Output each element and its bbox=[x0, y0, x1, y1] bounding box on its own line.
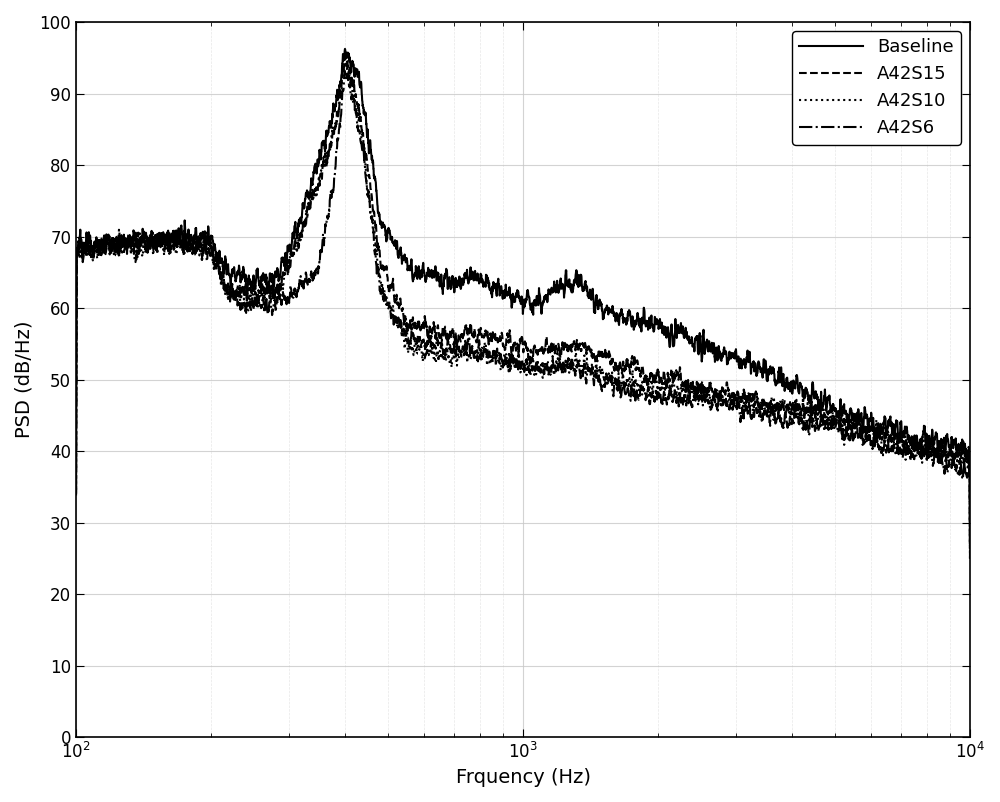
A42S6 bbox=[964, 554, 976, 564]
Line: Baseline: Baseline bbox=[76, 49, 970, 548]
A42S15 bbox=[70, 489, 82, 499]
Baseline bbox=[720, 346, 732, 356]
Line: A42S6: A42S6 bbox=[76, 71, 970, 559]
A42S15 bbox=[446, 326, 458, 336]
Baseline bbox=[495, 282, 507, 291]
A42S10 bbox=[495, 363, 507, 373]
A42S10 bbox=[937, 450, 949, 460]
A42S15 bbox=[453, 331, 465, 341]
A42S15 bbox=[892, 446, 904, 456]
A42S15 bbox=[339, 51, 351, 61]
A42S15 bbox=[720, 386, 732, 395]
A42S10 bbox=[964, 554, 976, 564]
A42S6 bbox=[937, 462, 949, 472]
A42S10 bbox=[892, 432, 904, 442]
A42S15 bbox=[964, 547, 976, 557]
A42S10 bbox=[340, 49, 352, 59]
A42S15 bbox=[495, 334, 507, 344]
Baseline bbox=[892, 434, 904, 444]
A42S6 bbox=[495, 352, 507, 362]
Line: A42S10: A42S10 bbox=[76, 54, 970, 559]
Baseline bbox=[453, 274, 465, 284]
Line: A42S15: A42S15 bbox=[76, 56, 970, 552]
Baseline bbox=[339, 44, 351, 54]
A42S10 bbox=[453, 352, 465, 362]
A42S15 bbox=[937, 452, 949, 461]
A42S6 bbox=[70, 489, 82, 499]
A42S6 bbox=[720, 395, 732, 404]
Baseline bbox=[446, 274, 458, 284]
Baseline bbox=[964, 543, 976, 553]
A42S10 bbox=[446, 358, 458, 368]
A42S6 bbox=[453, 342, 465, 351]
Legend: Baseline, A42S15, A42S10, A42S6: Baseline, A42S15, A42S10, A42S6 bbox=[792, 31, 961, 144]
Baseline bbox=[937, 438, 949, 448]
A42S6 bbox=[892, 448, 904, 457]
Y-axis label: PSD (dB/Hz): PSD (dB/Hz) bbox=[15, 321, 34, 439]
A42S10 bbox=[720, 398, 732, 407]
X-axis label: Frquency (Hz): Frquency (Hz) bbox=[456, 768, 591, 787]
A42S10 bbox=[70, 491, 82, 500]
A42S6 bbox=[339, 66, 351, 75]
A42S6 bbox=[446, 345, 458, 354]
Baseline bbox=[70, 487, 82, 496]
